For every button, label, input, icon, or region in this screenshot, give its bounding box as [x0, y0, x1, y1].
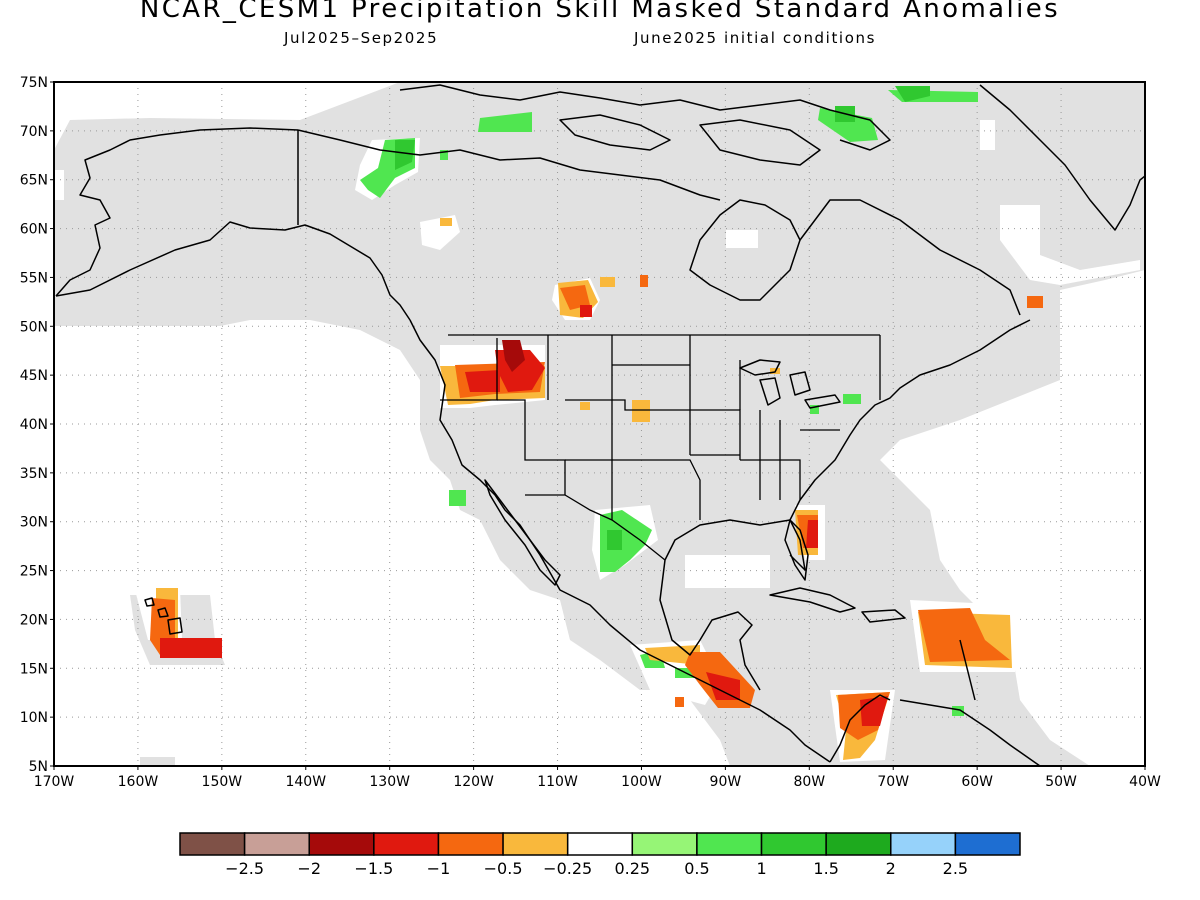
- colorbar-tick-label: −0.25: [543, 859, 592, 878]
- lon-tick-label: 160W: [118, 774, 159, 790]
- colorbar-tick-label: 1.5: [813, 859, 838, 878]
- lon-tick-label: 100W: [621, 774, 662, 790]
- colorbar-tick-label: −1: [427, 859, 451, 878]
- lat-tick-label: 35N: [20, 466, 48, 482]
- coastlines-and-borders: [55, 84, 1145, 766]
- lon-tick-label: 110W: [537, 774, 578, 790]
- colorbar-tick-label: −2: [297, 859, 321, 878]
- lat-lon-gridlines: [54, 82, 1145, 766]
- lat-tick-label: 60N: [20, 222, 48, 238]
- lat-tick-label: 25N: [20, 564, 48, 580]
- colorbar: −2.5 −2 −1.5 −1 −0.5 −0.25 0.25 0.5 1 1.5 2 2.5: [179, 832, 1021, 878]
- colorbar-tick-label: 0.5: [684, 859, 709, 878]
- colorbar-tick-label: −2.5: [225, 859, 264, 878]
- lat-tick-label: 5N: [29, 759, 48, 775]
- colorbar-swatch: [566, 832, 634, 856]
- lon-tick-label: 90W: [710, 774, 742, 790]
- colorbar-tick-label: 2: [886, 859, 896, 878]
- lon-tick-label: 80W: [793, 774, 825, 790]
- lat-tick-label: 70N: [20, 124, 48, 140]
- lon-tick-label: 40W: [1129, 774, 1161, 790]
- colorbar-swatch: [825, 832, 892, 856]
- anomaly-patches: [135, 86, 1043, 762]
- lon-tick-label: 50W: [1045, 774, 1077, 790]
- lon-tick-label: 140W: [285, 774, 326, 790]
- political-boundaries: [440, 334, 881, 561]
- lat-tick-label: 30N: [20, 515, 48, 531]
- lat-tick-label: 15N: [20, 661, 48, 677]
- colorbar-swatch: [696, 832, 763, 856]
- lat-tick-label: 10N: [20, 710, 48, 726]
- latitude-axis: 75N 70N 65N 60N 55N 50N 45N 40N 35N 30N 25N 20N 15N 1…: [20, 75, 54, 775]
- lat-tick-label: 45N: [20, 368, 48, 384]
- colorbar-swatch: [631, 832, 698, 856]
- lon-tick-label: 150W: [202, 774, 243, 790]
- lat-tick-label: 50N: [20, 319, 48, 335]
- lon-tick-label: 130W: [369, 774, 410, 790]
- lon-tick-label: 70W: [877, 774, 909, 790]
- colorbar-swatch: [437, 832, 504, 856]
- colorbar-tick-label: 1: [756, 859, 766, 878]
- initial-conditions-label: June2025 initial conditions: [634, 29, 876, 47]
- lon-tick-label: 170W: [34, 774, 75, 790]
- colorbar-swatch: [373, 832, 440, 856]
- colorbar-tick-label: 0.25: [614, 859, 650, 878]
- longitude-axis: 170W 160W 150W 140W 130W 120W 110W 100W 90W 80W 70…: [34, 766, 1161, 790]
- colorbar-swatch: [243, 832, 310, 856]
- lat-tick-label: 55N: [20, 270, 48, 286]
- colorbar-swatch: [890, 832, 957, 856]
- season-label: Jul2025–Sep2025: [284, 29, 439, 47]
- lat-tick-label: 20N: [20, 612, 48, 628]
- colorbar-tick-label: 2.5: [943, 859, 968, 878]
- colorbar-swatch: [954, 832, 1021, 856]
- no-skill-gaps: [54, 120, 1140, 588]
- colorbar-swatch: [502, 832, 569, 856]
- lat-tick-label: 40N: [20, 417, 48, 433]
- colorbar-swatch: [179, 832, 246, 856]
- lat-tick-label: 65N: [20, 173, 48, 189]
- lat-tick-label: 75N: [20, 75, 48, 91]
- lon-tick-label: 120W: [453, 774, 494, 790]
- lon-tick-label: 60W: [961, 774, 993, 790]
- colorbar-tick-label: −1.5: [354, 859, 393, 878]
- colorbar-tick-label: −0.5: [484, 859, 523, 878]
- colorbar-swatch: [760, 832, 827, 856]
- colorbar-swatch: [308, 832, 375, 856]
- map-title: NCAR_CESM1 Precipitation Skill Masked St…: [139, 0, 1061, 24]
